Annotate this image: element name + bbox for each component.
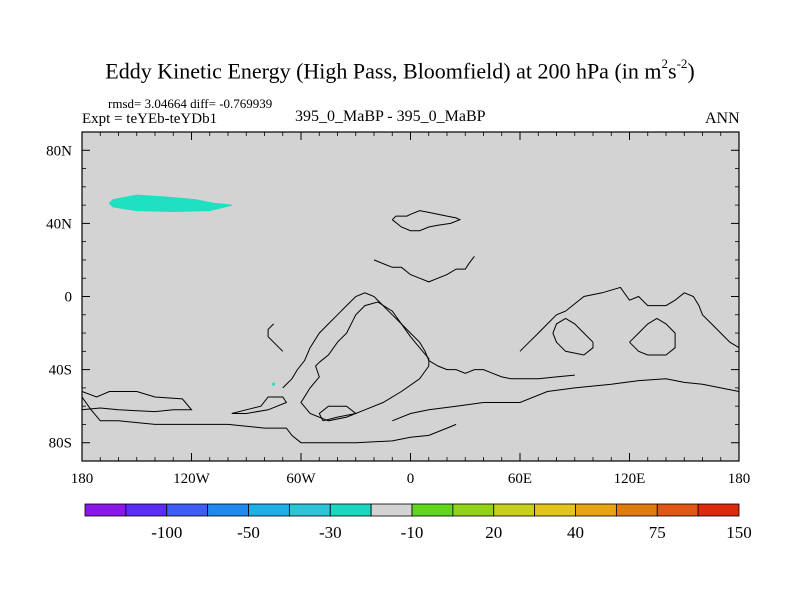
x-tick-label: 120W xyxy=(173,471,211,487)
left-string: Expt = teYEb-teYDb1 xyxy=(82,111,218,127)
coastline-10 xyxy=(519,286,739,352)
title-text: Eddy Kinetic Energy (High Pass, Bloomfie… xyxy=(105,58,662,84)
colorbar-box xyxy=(125,503,168,517)
coastline-9 xyxy=(267,323,284,352)
coastline-4 xyxy=(392,378,739,422)
colorbar-label: 75 xyxy=(649,523,666,542)
y-tick-label: 80S xyxy=(49,436,72,452)
colorbar-box xyxy=(329,503,372,517)
colorbar: -100 -50 -30 -10 20 40 75 150 xyxy=(84,503,752,542)
colorbar-label: -10 xyxy=(401,523,424,542)
x-tick-label: 0 xyxy=(407,471,415,487)
x-tick: 180 xyxy=(728,132,751,487)
colorbar-box xyxy=(411,503,454,517)
colorbar-box xyxy=(84,503,127,517)
y-tick-label: 0 xyxy=(65,290,73,306)
colorbar-box xyxy=(248,503,290,517)
x-tick: 60W xyxy=(286,132,316,487)
chart-title: Eddy Kinetic Energy (High Pass, Bloomfie… xyxy=(0,56,800,84)
x-tick-label: 120E xyxy=(614,471,646,487)
coastline-11 xyxy=(552,317,594,356)
colorbar-label: 40 xyxy=(567,523,584,542)
coastline-layer xyxy=(82,210,739,444)
colorbar-box xyxy=(493,503,536,517)
y-tick: 80S xyxy=(49,436,739,452)
plot-background xyxy=(82,132,739,461)
coastline-3 xyxy=(318,405,357,422)
y-tick-label: 40N xyxy=(46,216,72,232)
x-tick-label: 60W xyxy=(286,471,316,487)
x-tick: 180 xyxy=(71,132,94,487)
colorbar-box xyxy=(534,503,576,517)
center-string: 395_0_MaBP - 395_0_MaBP xyxy=(295,108,486,125)
field-region-north-pacific-anomaly xyxy=(108,194,232,213)
coastline-7 xyxy=(391,210,462,232)
colorbar-box xyxy=(656,503,699,517)
coastline-12 xyxy=(629,317,676,356)
colorbar-box xyxy=(370,503,413,517)
x-tick: 60E xyxy=(508,132,532,487)
x-tick-label: 180 xyxy=(728,471,751,487)
coastline-1 xyxy=(82,396,457,444)
coastline-0 xyxy=(82,391,193,413)
colorbar-label: 150 xyxy=(726,523,752,542)
y-tick: 0 xyxy=(65,290,739,306)
field-layer xyxy=(108,194,275,386)
x-tick-label: 180 xyxy=(71,471,94,487)
y-tick-label: 40S xyxy=(49,363,72,379)
coastline-5 xyxy=(300,301,430,422)
colorbar-box xyxy=(575,503,617,517)
colorbar-box xyxy=(288,503,331,517)
colorbar-label: 20 xyxy=(485,523,502,542)
colorbar-box xyxy=(207,503,249,517)
y-tick-label: 80N xyxy=(46,143,72,159)
colorbar-label: -50 xyxy=(237,523,260,542)
colorbar-label: -100 xyxy=(151,523,182,542)
x-tick: 0 xyxy=(407,132,415,487)
title-end: ) xyxy=(687,58,695,84)
title-sup-2: -2 xyxy=(676,56,688,71)
y-tick: 40S xyxy=(49,363,739,379)
colorbar-box xyxy=(452,503,495,517)
coastline-6 xyxy=(282,292,575,389)
colorbar-box xyxy=(166,503,209,517)
tick-layer: 180 120W 60W 0 60E 120E 180 80N 40N 0 40S 80S xyxy=(46,131,751,487)
colorbar-box xyxy=(697,503,740,517)
title-sup-1: 2 xyxy=(661,56,669,71)
right-string: ANN xyxy=(705,110,740,127)
title-mid: s xyxy=(668,58,677,84)
x-tick: 120E xyxy=(614,132,646,487)
x-tick-label: 60E xyxy=(508,471,532,487)
x-tick: 120W xyxy=(173,132,211,487)
colorbar-box xyxy=(615,503,658,517)
coastline-2 xyxy=(231,396,288,414)
colorbar-label: -30 xyxy=(319,523,342,542)
field-region-south-pacific-speck xyxy=(272,382,275,386)
rmsd-diff-text: rmsd= 3.04664 diff= -0.769939 xyxy=(108,96,273,111)
y-tick: 80N xyxy=(46,143,739,159)
coastline-8 xyxy=(373,255,475,283)
y-tick: 40N xyxy=(46,216,739,232)
